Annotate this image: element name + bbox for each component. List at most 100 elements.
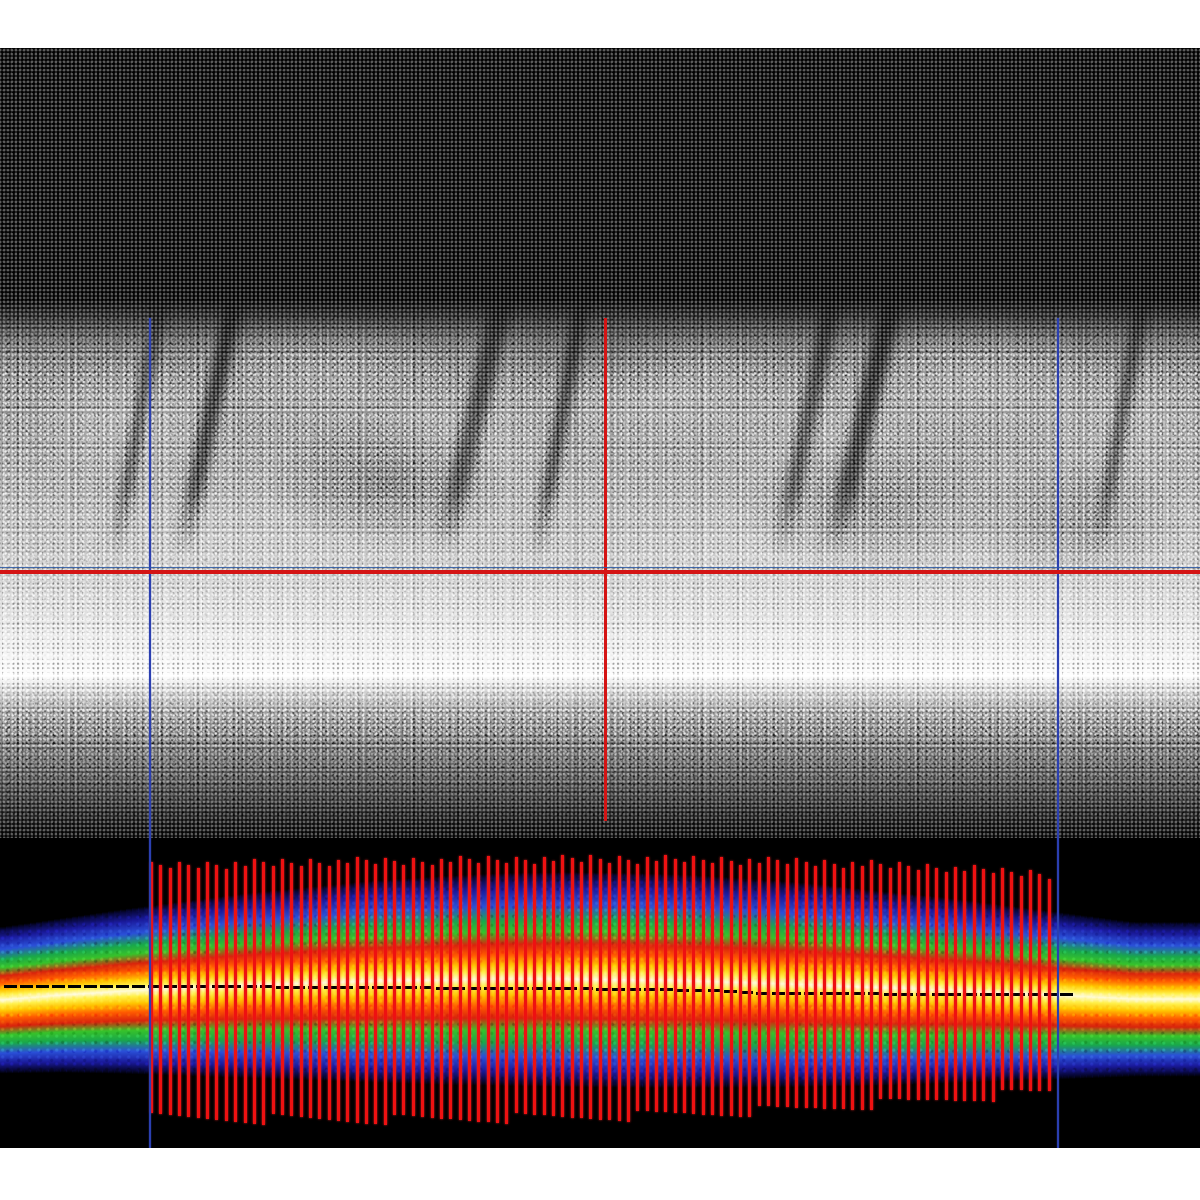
aline-bar[interactable] — [907, 866, 910, 1100]
aline-bar[interactable] — [215, 865, 218, 1120]
aline-bar[interactable] — [954, 866, 957, 1101]
aline-bar[interactable] — [655, 860, 658, 1112]
gate-line-left[interactable] — [149, 318, 151, 1148]
aline-bar[interactable] — [833, 863, 836, 1109]
aline-bar[interactable] — [272, 865, 275, 1115]
aline-bar[interactable] — [244, 865, 247, 1123]
aline-bar[interactable] — [169, 868, 172, 1115]
aline-bar[interactable] — [935, 868, 938, 1101]
aline-bar[interactable] — [318, 862, 321, 1120]
bscan-panel[interactable] — [0, 48, 1200, 838]
aline-bar[interactable] — [992, 873, 995, 1102]
aline-bar[interactable] — [720, 857, 723, 1116]
aline-bar[interactable] — [281, 859, 284, 1116]
aline-bar[interactable] — [253, 858, 256, 1124]
aline-bar[interactable] — [589, 855, 592, 1120]
aline-bar[interactable] — [805, 862, 808, 1108]
aline-bar[interactable] — [730, 861, 733, 1117]
aline-bar[interactable] — [1029, 870, 1032, 1091]
aline-bar[interactable] — [346, 863, 349, 1122]
crosshair-vertical[interactable] — [604, 318, 607, 821]
aline-bar[interactable] — [636, 863, 639, 1111]
aline-bar[interactable] — [795, 858, 798, 1108]
aline-bar[interactable] — [150, 861, 153, 1113]
aline-bar[interactable] — [1001, 867, 1004, 1091]
aline-bar[interactable] — [618, 856, 621, 1122]
aline-bar[interactable] — [365, 860, 368, 1124]
aline-bar[interactable] — [468, 859, 471, 1121]
aline-bar[interactable] — [412, 858, 415, 1117]
aline-bar[interactable] — [702, 859, 705, 1115]
aline-bar[interactable] — [767, 856, 770, 1107]
aline-bar[interactable] — [384, 857, 387, 1126]
aline-bar[interactable] — [982, 869, 985, 1102]
aline-bar[interactable] — [917, 870, 920, 1100]
aline-bar[interactable] — [758, 862, 761, 1106]
aline-bar[interactable] — [178, 861, 181, 1116]
aline-bar[interactable] — [823, 860, 826, 1109]
aline-bar[interactable] — [290, 862, 293, 1117]
aline-bar[interactable] — [533, 863, 536, 1115]
aline-bar[interactable] — [608, 862, 611, 1121]
aline-bar[interactable] — [861, 865, 864, 1110]
aline-bar[interactable] — [945, 872, 948, 1101]
aline-bar[interactable] — [580, 861, 583, 1119]
aline-bar[interactable] — [300, 865, 303, 1118]
aline-bar[interactable] — [776, 860, 779, 1107]
aline-bar[interactable] — [159, 864, 162, 1114]
imaging-canvas[interactable] — [0, 48, 1200, 1148]
aline-bar[interactable] — [459, 855, 462, 1121]
aline-bar[interactable] — [187, 865, 190, 1117]
aline-bar[interactable] — [627, 859, 630, 1122]
aline-bar[interactable] — [599, 859, 602, 1120]
aline-bar[interactable] — [552, 860, 555, 1117]
aline-bar[interactable] — [487, 856, 490, 1123]
gate-hairline-horizontal[interactable] — [0, 567, 1200, 568]
aline-bar[interactable] — [543, 857, 546, 1116]
aline-bar[interactable] — [234, 862, 237, 1122]
aline-bar[interactable] — [1048, 878, 1051, 1092]
crosshair-horizontal[interactable] — [0, 570, 1200, 574]
aline-bar[interactable] — [309, 859, 312, 1119]
aline-bar[interactable] — [477, 862, 480, 1122]
aline-bar[interactable] — [421, 861, 424, 1117]
aline-bar[interactable] — [973, 864, 976, 1102]
aline-bar[interactable] — [1010, 871, 1013, 1091]
aline-bar[interactable] — [1038, 874, 1041, 1091]
aline-bar[interactable] — [739, 864, 742, 1117]
aline-bar[interactable] — [842, 867, 845, 1110]
aline-bar[interactable] — [206, 861, 209, 1119]
aline-bar[interactable] — [356, 856, 359, 1123]
aline-bar[interactable] — [664, 854, 667, 1113]
gate-line-right[interactable] — [1057, 318, 1059, 1148]
aline-bar[interactable] — [505, 863, 508, 1125]
aline-bar[interactable] — [402, 864, 405, 1116]
aline-bar[interactable] — [515, 856, 518, 1114]
aline-bar[interactable] — [1020, 875, 1023, 1091]
aline-bar[interactable] — [225, 868, 228, 1121]
aline-bar[interactable] — [337, 859, 340, 1121]
aline-bar[interactable] — [374, 863, 377, 1125]
aline-bar[interactable] — [683, 862, 686, 1114]
aline-bar[interactable] — [561, 854, 564, 1118]
aline-bar[interactable] — [786, 864, 789, 1108]
aline-bar[interactable] — [328, 866, 331, 1120]
aline-bar[interactable] — [262, 862, 265, 1125]
aline-bar[interactable] — [814, 866, 817, 1109]
aline-bar[interactable] — [870, 859, 873, 1111]
aline-bar[interactable] — [449, 862, 452, 1120]
aline-bar[interactable] — [431, 865, 434, 1118]
aline-bar[interactable] — [524, 860, 527, 1114]
aline-bar[interactable] — [571, 858, 574, 1118]
aline-bar[interactable] — [898, 862, 901, 1100]
aline-bar[interactable] — [674, 858, 677, 1113]
aline-bar[interactable] — [879, 863, 882, 1099]
aline-bar[interactable] — [393, 861, 396, 1115]
doppler-panel[interactable] — [0, 838, 1200, 1148]
aline-bar[interactable] — [926, 864, 929, 1101]
aline-bar[interactable] — [197, 868, 200, 1118]
aline-bar[interactable] — [692, 856, 695, 1115]
aline-bar[interactable] — [851, 861, 854, 1110]
aline-bar[interactable] — [496, 859, 499, 1124]
aline-bar[interactable] — [889, 867, 892, 1100]
